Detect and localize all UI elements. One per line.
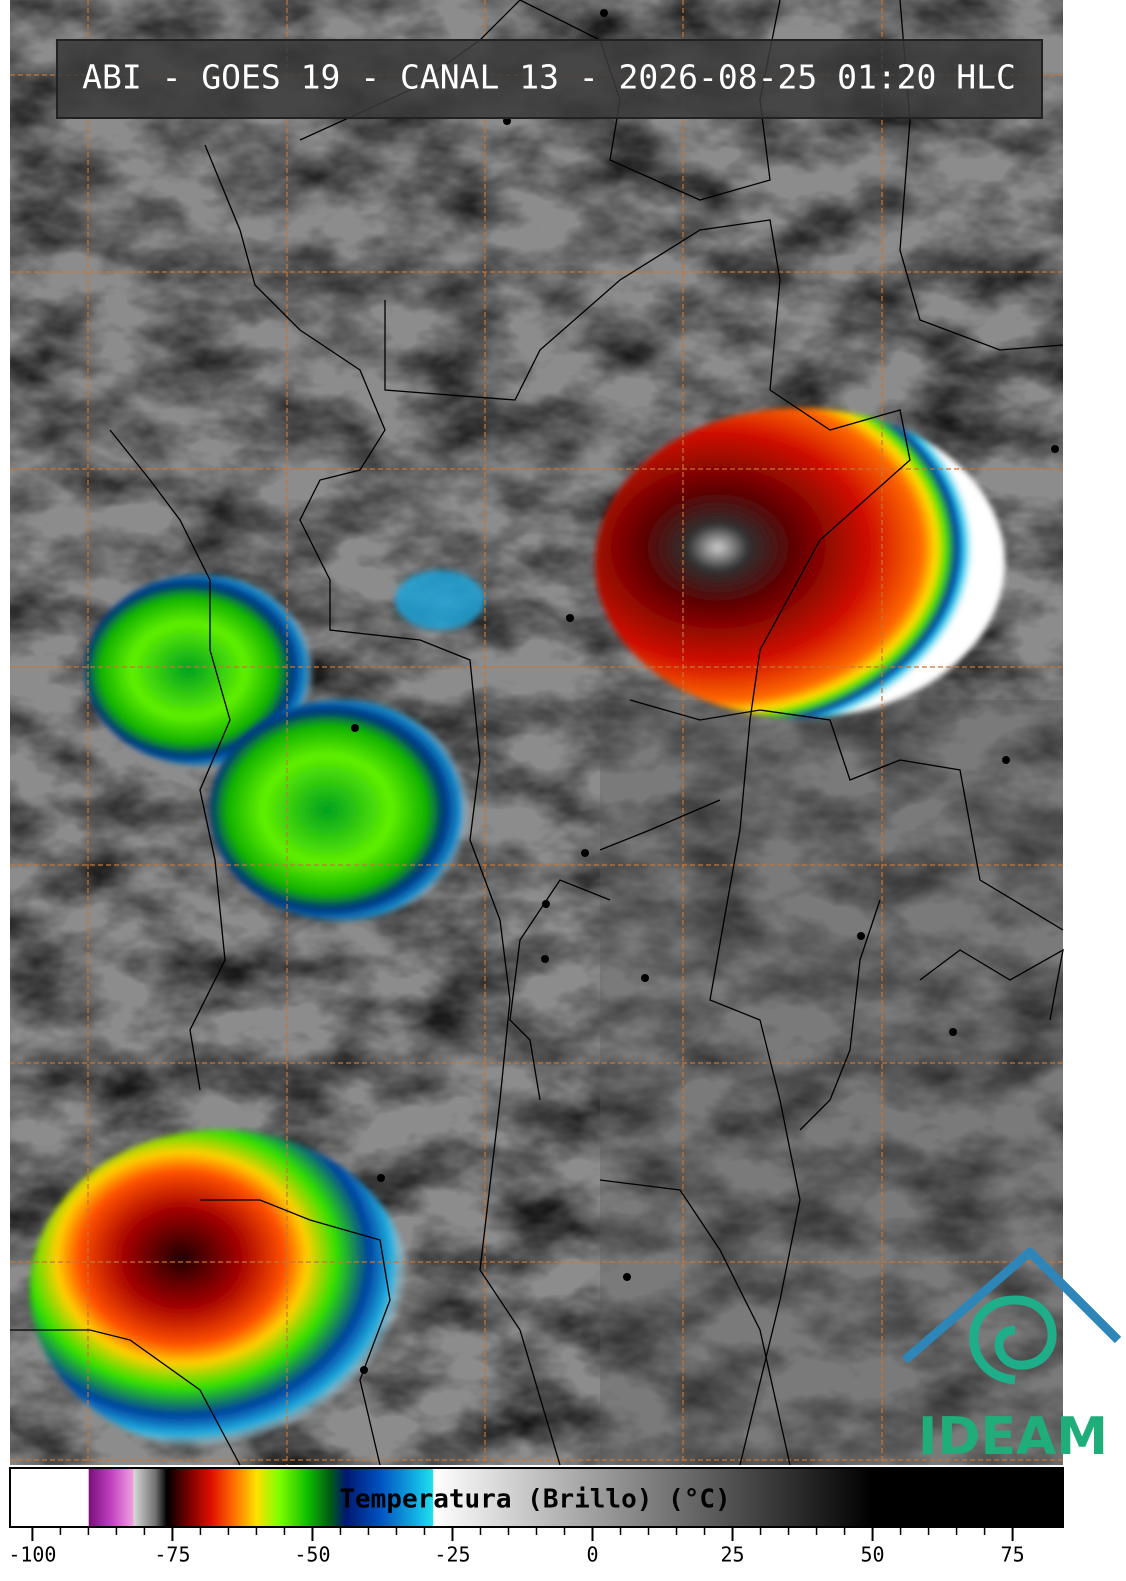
storm-cell bbox=[210, 700, 470, 920]
colorbar-label: Temperatura (Brillo) (°C) bbox=[339, 1485, 730, 1515]
tick-label: -25 bbox=[434, 1543, 470, 1567]
storm-cell bbox=[595, 408, 1005, 718]
tick-label: 75 bbox=[1001, 1543, 1025, 1567]
logo: IDEAM bbox=[902, 1247, 1122, 1467]
title: ABI - GOES 19 - CANAL 13 - 2026-08-25 01… bbox=[82, 58, 1016, 97]
logo-roof bbox=[902, 1247, 1122, 1364]
title-box bbox=[56, 39, 1043, 119]
warm-area bbox=[600, 700, 1063, 1465]
colorbar: Temperatura (Brillo) (°C) -100 -75 -50 -25 0… bbox=[8, 1467, 1064, 1567]
logo-text: IDEAM bbox=[918, 1407, 1108, 1467]
storm-cell bbox=[85, 575, 315, 765]
map: ABI - GOES 19 - CANAL 13 - 2026-08-25 01… bbox=[10, 0, 1122, 1467]
colorbar-scale bbox=[9, 1467, 1064, 1528]
storm-cell bbox=[30, 1130, 410, 1450]
graticule bbox=[10, 0, 1063, 1465]
tick-label: -50 bbox=[294, 1543, 330, 1567]
tick-label: -75 bbox=[154, 1543, 190, 1567]
tick-label: 0 bbox=[586, 1543, 598, 1567]
tick-label: 25 bbox=[720, 1543, 744, 1567]
cloud bbox=[395, 570, 485, 630]
logo-swirl bbox=[969, 1295, 1057, 1385]
tick-label: 50 bbox=[861, 1543, 885, 1567]
tick-label: -100 bbox=[8, 1543, 56, 1567]
